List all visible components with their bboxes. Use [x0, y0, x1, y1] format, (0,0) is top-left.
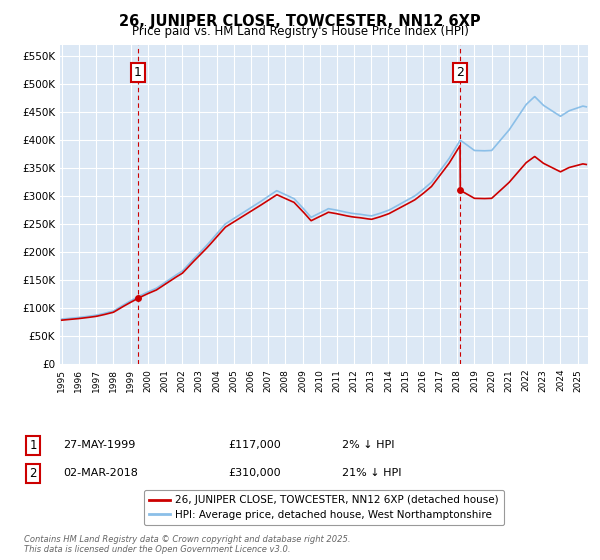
Text: 1: 1	[29, 438, 37, 452]
Text: 02-MAR-2018: 02-MAR-2018	[63, 468, 138, 478]
Text: 26, JUNIPER CLOSE, TOWCESTER, NN12 6XP: 26, JUNIPER CLOSE, TOWCESTER, NN12 6XP	[119, 14, 481, 29]
Text: 27-MAY-1999: 27-MAY-1999	[63, 440, 136, 450]
Text: 1: 1	[134, 66, 142, 80]
Text: Contains HM Land Registry data © Crown copyright and database right 2025.
This d: Contains HM Land Registry data © Crown c…	[24, 535, 350, 554]
Text: 21% ↓ HPI: 21% ↓ HPI	[342, 468, 401, 478]
Legend: 26, JUNIPER CLOSE, TOWCESTER, NN12 6XP (detached house), HPI: Average price, det: 26, JUNIPER CLOSE, TOWCESTER, NN12 6XP (…	[144, 490, 504, 525]
Text: 2: 2	[456, 66, 464, 80]
Text: Price paid vs. HM Land Registry's House Price Index (HPI): Price paid vs. HM Land Registry's House …	[131, 25, 469, 38]
Text: £117,000: £117,000	[228, 440, 281, 450]
Text: £310,000: £310,000	[228, 468, 281, 478]
Text: 2% ↓ HPI: 2% ↓ HPI	[342, 440, 395, 450]
Text: 2: 2	[29, 466, 37, 480]
